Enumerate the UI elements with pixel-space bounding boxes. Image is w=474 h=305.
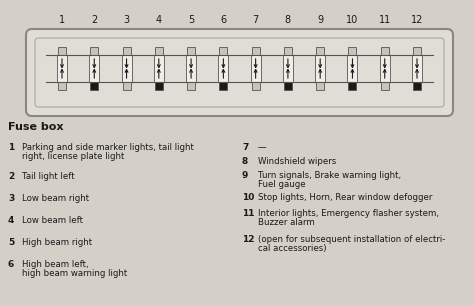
Text: Tail light left: Tail light left xyxy=(22,172,74,181)
Bar xyxy=(284,47,292,55)
Text: 12: 12 xyxy=(411,15,423,25)
Text: Buzzer alarm: Buzzer alarm xyxy=(258,218,315,227)
Text: 5: 5 xyxy=(188,15,194,25)
Text: 7: 7 xyxy=(242,143,248,152)
Text: 1: 1 xyxy=(59,15,65,25)
Text: 3: 3 xyxy=(8,194,14,203)
Text: 5: 5 xyxy=(8,238,14,247)
Bar xyxy=(58,82,66,90)
Bar xyxy=(381,82,389,90)
Text: 2: 2 xyxy=(8,172,14,181)
Text: (open for subsequent installation of electri-: (open for subsequent installation of ele… xyxy=(258,235,446,244)
Text: 1: 1 xyxy=(8,143,14,152)
Bar xyxy=(155,47,163,55)
Bar xyxy=(381,47,389,55)
Bar xyxy=(186,55,196,82)
Text: Fuse box: Fuse box xyxy=(8,122,64,132)
Text: 4: 4 xyxy=(8,216,14,225)
Bar xyxy=(380,55,390,82)
Text: 6: 6 xyxy=(220,15,227,25)
Text: 8: 8 xyxy=(242,157,248,166)
Bar xyxy=(57,55,67,82)
Text: Parking and side marker lights, tail light: Parking and side marker lights, tail lig… xyxy=(22,143,194,152)
Text: Low beam right: Low beam right xyxy=(22,194,89,203)
Bar xyxy=(413,82,421,90)
Bar xyxy=(348,82,356,90)
Text: —: — xyxy=(258,143,266,152)
Bar xyxy=(187,82,195,90)
Bar xyxy=(154,55,164,82)
Text: 11: 11 xyxy=(242,209,255,218)
Bar xyxy=(252,82,260,90)
Bar xyxy=(123,82,130,90)
Bar xyxy=(283,55,293,82)
Text: Stop lights, Horn, Rear window defogger: Stop lights, Horn, Rear window defogger xyxy=(258,193,432,202)
Text: Windshield wipers: Windshield wipers xyxy=(258,157,336,166)
Bar xyxy=(121,55,132,82)
Bar xyxy=(219,82,228,90)
Bar xyxy=(155,82,163,90)
Bar xyxy=(252,47,260,55)
Text: 11: 11 xyxy=(379,15,391,25)
Bar xyxy=(123,47,130,55)
Bar xyxy=(219,47,228,55)
Bar xyxy=(347,55,357,82)
Text: 9: 9 xyxy=(317,15,323,25)
Text: 3: 3 xyxy=(124,15,129,25)
Bar xyxy=(219,55,228,82)
Bar xyxy=(348,47,356,55)
Bar xyxy=(284,82,292,90)
Text: Low beam left: Low beam left xyxy=(22,216,83,225)
Bar xyxy=(315,55,325,82)
Text: cal accessories): cal accessories) xyxy=(258,244,327,253)
Text: 10: 10 xyxy=(346,15,358,25)
Text: right, license plate light: right, license plate light xyxy=(22,152,124,161)
Bar xyxy=(187,47,195,55)
Text: 4: 4 xyxy=(156,15,162,25)
Text: High beam left,: High beam left, xyxy=(22,260,89,269)
Text: Interior lights, Emergency flasher system,: Interior lights, Emergency flasher syste… xyxy=(258,209,439,218)
Text: 9: 9 xyxy=(242,171,248,180)
Text: Turn signals, Brake warning light,: Turn signals, Brake warning light, xyxy=(258,171,401,180)
Text: high beam warning light: high beam warning light xyxy=(22,269,127,278)
Bar xyxy=(90,47,98,55)
Bar xyxy=(316,82,324,90)
Bar xyxy=(58,47,66,55)
Text: 10: 10 xyxy=(242,193,255,202)
Text: High beam right: High beam right xyxy=(22,238,92,247)
Text: 6: 6 xyxy=(8,260,14,269)
Text: Fuel gauge: Fuel gauge xyxy=(258,180,306,189)
Text: 2: 2 xyxy=(91,15,97,25)
Bar xyxy=(251,55,261,82)
Bar xyxy=(90,82,98,90)
Text: 7: 7 xyxy=(253,15,259,25)
FancyBboxPatch shape xyxy=(26,29,453,116)
Text: 8: 8 xyxy=(285,15,291,25)
Bar xyxy=(316,47,324,55)
Text: 12: 12 xyxy=(242,235,255,244)
Bar xyxy=(89,55,99,82)
Bar xyxy=(412,55,422,82)
Bar xyxy=(413,47,421,55)
